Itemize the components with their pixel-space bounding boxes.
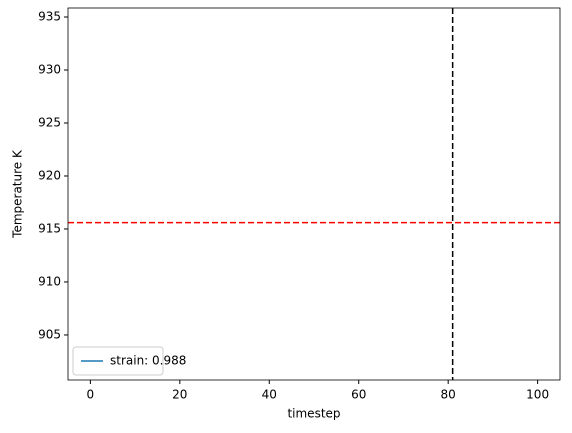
y-tick-label: 915 <box>38 221 61 235</box>
plot-frame <box>67 7 561 381</box>
y-tick-label: 930 <box>38 63 61 77</box>
y-tick-label: 935 <box>38 10 61 24</box>
y-tick-label: 905 <box>38 327 61 341</box>
x-tick-label: 40 <box>262 388 277 402</box>
y-tick-label: 910 <box>38 274 61 288</box>
x-tick-label: 80 <box>441 388 456 402</box>
y-axis-label: Temperature K <box>11 149 25 239</box>
x-tick-label: 100 <box>526 388 549 402</box>
legend-box <box>72 346 164 376</box>
x-tick-label: 20 <box>172 388 187 402</box>
x-axis-label: timestep <box>287 407 340 421</box>
x-tick-label: 0 <box>87 388 95 402</box>
y-tick-label: 920 <box>38 168 61 182</box>
y-tick-label: 925 <box>38 115 61 129</box>
legend-label: strain: 0.988 <box>110 354 186 368</box>
x-tick-label: 60 <box>351 388 366 402</box>
